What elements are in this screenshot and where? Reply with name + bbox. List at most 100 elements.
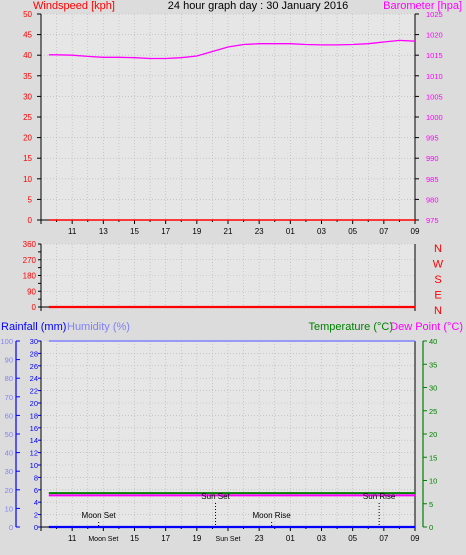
humidity-ytick-label: 70 <box>5 393 13 402</box>
humidity-ytick-label: 100 <box>0 337 13 346</box>
barometer-ytick-label: 1005 <box>426 92 443 101</box>
windspeed-ytick-label: 40 <box>23 51 32 60</box>
rain-temp-xtick-label: 09 <box>411 534 420 543</box>
wind-baro-xtick-label: 17 <box>161 227 170 236</box>
humidity-ytick-label: 30 <box>5 467 13 476</box>
humidity-ytick-label: 50 <box>5 430 13 439</box>
humidity-ytick-label: 80 <box>5 374 13 383</box>
rain-temp-xtick-label: 15 <box>130 534 139 543</box>
rainfall-ytick-label: 26 <box>30 362 38 371</box>
humidity-ytick-label: 90 <box>5 356 13 365</box>
humidity-ytick-label: 0 <box>9 523 13 532</box>
temperature-ytick-label: 25 <box>429 407 437 416</box>
rainfall-ytick-label: 14 <box>30 436 38 445</box>
barometer-ytick-label: 990 <box>426 154 439 163</box>
chart-title: 24 hour graph day : 30 January 2016 <box>168 0 348 12</box>
rain-temp-xtick-label: 17 <box>161 534 170 543</box>
barometer-ytick-label: 995 <box>426 134 439 143</box>
barometer-ytick-label: 1025 <box>426 10 443 19</box>
compass-label: W <box>433 259 444 271</box>
rainfall-ytick-label: 18 <box>30 411 38 420</box>
barometer-ytick-label: 1015 <box>426 51 443 60</box>
rain-temp-xtick-label: 23 <box>255 534 264 543</box>
rain-temp-xtick-label: 19 <box>192 534 201 543</box>
barometer-ytick-label: 1020 <box>426 31 443 40</box>
temperature-ytick-label: 40 <box>429 337 437 346</box>
rainfall-ytick-label: 22 <box>30 387 38 396</box>
event-annotation: Sun Set <box>201 492 230 501</box>
rainfall-ytick-label: 24 <box>30 374 38 383</box>
wind-baro-xtick-label: 01 <box>286 227 295 236</box>
compass-label: N <box>434 243 442 255</box>
rainfall-legend: Rainfall (mm) <box>1 321 66 333</box>
rainfall-ytick-label: 10 <box>30 461 38 470</box>
wind-baro-xtick-label: 03 <box>317 227 326 236</box>
rainfall-ytick-label: 30 <box>30 337 38 346</box>
temperature-ytick-label: 15 <box>429 453 437 462</box>
wind-direction-ytick-label: 90 <box>27 287 36 296</box>
rainfall-ytick-label: 28 <box>30 349 38 358</box>
compass-label: N <box>434 305 442 317</box>
event-annotation: Moon Set <box>82 511 117 520</box>
windspeed-ytick-label: 30 <box>23 92 32 101</box>
event-annotation: Moon Rise <box>253 511 292 520</box>
compass-label: S <box>434 274 441 286</box>
wind-direction-ytick-label: 270 <box>23 256 37 265</box>
humidity-ytick-label: 20 <box>5 486 13 495</box>
barometer-ytick-label: 1000 <box>426 113 443 122</box>
barometer-ytick-label: 1010 <box>426 72 443 81</box>
rainfall-ytick-label: 12 <box>30 449 38 458</box>
barometer-ytick-label: 975 <box>426 216 439 225</box>
windspeed-ytick-label: 35 <box>23 72 32 81</box>
barometer-axis-label: Barometer [hpa] <box>383 0 462 12</box>
event-annotation: Sun Rise <box>363 492 396 501</box>
barometer-line <box>48 39 416 60</box>
windspeed-ytick-label: 5 <box>28 195 33 204</box>
rain-temp-xtick-label: 11 <box>68 534 77 543</box>
windspeed-ytick-label: 50 <box>23 10 32 19</box>
temperature-ytick-label: 30 <box>429 384 437 393</box>
rain-temp-xtick-label: Moon Set <box>88 536 118 543</box>
barometer-ytick-label: 980 <box>426 195 439 204</box>
windspeed-ytick-label: 0 <box>28 216 33 225</box>
temperature-ytick-label: 0 <box>429 523 433 532</box>
rain-temp-xtick-label: 05 <box>348 534 357 543</box>
rain-temp-xtick-label: Sun Set <box>216 536 241 543</box>
temperature-ytick-label: 10 <box>429 477 437 486</box>
wind-direction-ytick-label: 180 <box>23 272 37 281</box>
rainfall-ytick-label: 6 <box>34 486 38 495</box>
wind-baro-xtick-label: 23 <box>255 227 264 236</box>
temperature-ytick-label: 5 <box>429 500 433 509</box>
temperature-legend: Temperature (°C) <box>309 321 393 333</box>
wind-baro-xtick-label: 11 <box>68 227 77 236</box>
windspeed-ytick-label: 20 <box>23 134 32 143</box>
wind-baro-xtick-label: 09 <box>411 227 420 236</box>
rain-temp-panel: 0102030405060708090100024681012141618202… <box>0 337 437 543</box>
rainfall-ytick-label: 4 <box>34 498 38 507</box>
wind-baro-xtick-label: 21 <box>224 227 233 236</box>
wind-direction-ytick-label: 360 <box>23 240 37 249</box>
wind-baro-xtick-label: 13 <box>99 227 108 236</box>
temperature-ytick-label: 35 <box>429 360 437 369</box>
rain-temp-xtick-label: 01 <box>286 534 295 543</box>
humidity-legend: Humidity (%) <box>67 321 130 333</box>
wind-baro-xtick-label: 07 <box>379 227 388 236</box>
rainfall-ytick-label: 16 <box>30 424 38 433</box>
windspeed-ytick-label: 25 <box>23 113 32 122</box>
rainfall-ytick-label: 2 <box>34 511 38 520</box>
rain-temp-xtick-label: 03 <box>317 534 326 543</box>
humidity-ytick-label: 10 <box>5 504 13 513</box>
wind-baro-xtick-label: 19 <box>192 227 201 236</box>
wind-baro-xtick-label: 15 <box>130 227 139 236</box>
windspeed-axis-label: Windspeed [kph] <box>33 0 115 12</box>
rainfall-ytick-label: 20 <box>30 399 38 408</box>
barometer-ytick-label: 985 <box>426 175 439 184</box>
wind-direction-ytick-label: 0 <box>32 303 37 312</box>
plot-panels: 0510152025303540455097598098599099510001… <box>0 10 443 543</box>
rain-temp-xtick-label: 07 <box>379 534 388 543</box>
windspeed-ytick-label: 15 <box>23 154 32 163</box>
windspeed-ytick-label: 10 <box>23 175 32 184</box>
